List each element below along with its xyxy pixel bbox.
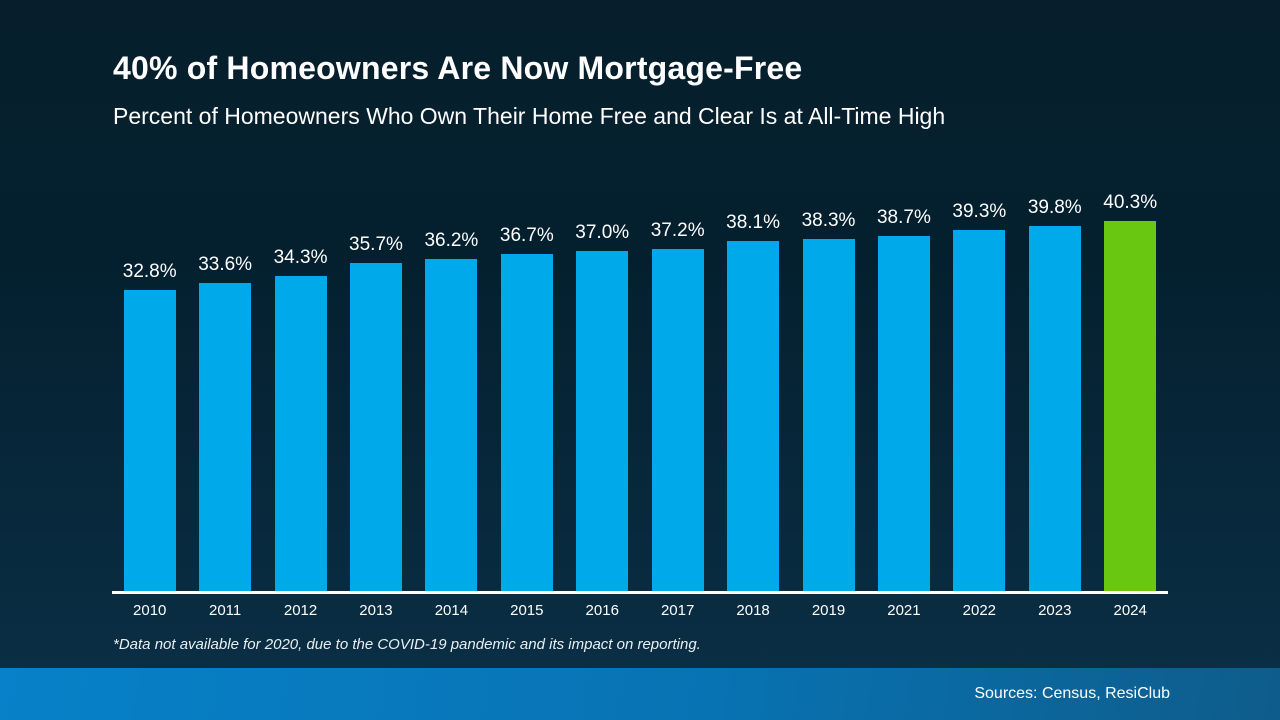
bar-column: 33.6% [187,254,262,591]
bar [953,230,1006,591]
bar-column: 38.1% [715,212,790,591]
x-axis-label: 2018 [736,602,770,619]
bar-value-label: 38.3% [801,210,856,231]
bar [1028,226,1081,591]
bar [651,249,704,591]
x-axis-label: 2019 [811,602,846,619]
bar [123,290,176,591]
source-text: Sources: Census, ResiClub [974,685,1170,702]
bar-column: 36.7% [489,225,564,591]
chart-subtitle: Percent of Homeowners Who Own Their Home… [113,103,946,129]
bar [349,263,402,591]
x-axis-labels: 2010 2011 2012 2013 2014 2015 2016 2017 2018 2019… [112,602,1168,619]
bar [877,236,930,591]
bar [802,239,855,591]
x-axis-line [112,591,1168,594]
chart-header: 40% of Homeowners Are Now Mortgage-Free … [113,50,945,130]
bar-value-label: 33.6% [198,254,253,275]
bar-column: 40.3% [1092,192,1167,591]
bar-column: 36.2% [414,230,489,591]
source-bar: Sources: Census, ResiClub [0,668,1280,720]
x-axis-label: 2015 [510,602,544,619]
bar-value-label: 32.8% [122,261,177,282]
x-axis-label: 2024 [1113,602,1147,619]
bar-highlighted [1104,221,1157,591]
x-axis-label: 2017 [660,602,695,619]
bar-value-label: 34.3% [273,247,328,268]
bar-value-label: 36.7% [499,225,554,246]
bar-column: 34.3% [263,247,338,591]
x-axis-label: 2022 [962,602,997,619]
x-axis-label: 2012 [283,602,318,619]
bar [274,276,327,591]
bar-column: 35.7% [338,234,413,591]
bar-value-label: 38.1% [726,212,781,233]
bar-column: 39.8% [1017,197,1092,591]
bar-value-label: 37.0% [575,222,630,243]
bar-value-label: 37.2% [650,220,705,241]
bar-column: 37.0% [565,222,640,591]
footnote: *Data not available for 2020, due to the… [113,636,701,653]
x-axis-label: 2016 [585,602,619,619]
x-axis-label: 2011 [209,602,242,619]
bar-column: 39.3% [942,201,1017,591]
bar-column: 32.8% [112,261,187,591]
chart-title: 40% of Homeowners Are Now Mortgage-Free [113,50,803,86]
bar [727,241,780,591]
x-axis-label: 2010 [133,602,167,619]
bar [425,259,478,591]
bar-value-label: 39.3% [952,201,1007,222]
bar-column: 38.3% [791,210,866,591]
bar-value-label: 40.3% [1103,192,1158,213]
bar [199,283,252,591]
bar [500,254,553,591]
bar-value-label: 36.2% [424,230,479,251]
bar-column: 37.2% [640,220,715,591]
bar-value-label: 39.8% [1027,197,1082,218]
x-axis-label: 2023 [1038,602,1072,619]
x-axis-label: 2021 [887,602,921,619]
x-axis-label: 2014 [434,602,469,619]
bar-value-label: 35.7% [349,234,403,255]
bar [576,251,629,591]
bar-value-label: 38.7% [876,207,931,228]
x-axis-label: 2013 [359,602,393,619]
bar-column: 38.7% [866,207,941,591]
bar-chart-plot-area: 32.8% 33.6% 34.3% 35.7% 36.2% 36.7% 37.0% 37.2%… [112,192,1168,591]
